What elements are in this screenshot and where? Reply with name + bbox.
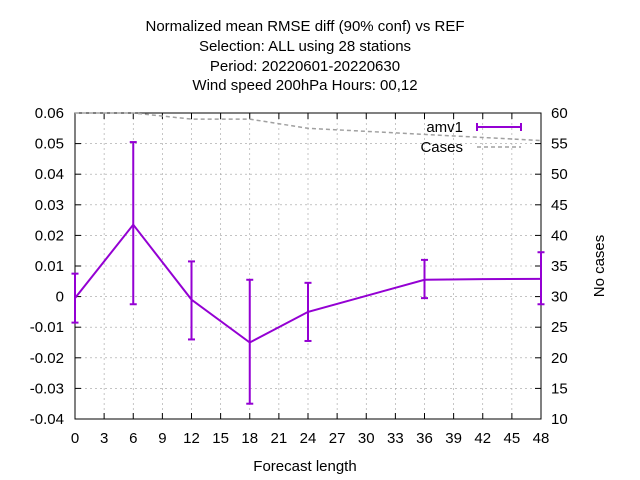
x-tick-label: 18 [241, 430, 258, 447]
y-tick-label: 0.05 [35, 136, 64, 153]
x-axis-ticks: 0 3 6 9 12 15 18 21 24 27 30 33 36 39 42 45 48 [71, 113, 550, 447]
x-tick-label: 39 [445, 430, 462, 447]
y-tick-label: 0.01 [35, 258, 64, 275]
chart-title-line-3: Period: 20220601-20220630 [210, 58, 400, 75]
x-tick-label: 30 [358, 430, 375, 447]
x-tick-label: 48 [533, 430, 550, 447]
series-cases [75, 112, 542, 142]
amv1-errorbar [304, 281, 312, 342]
x-tick-label: 0 [71, 430, 79, 447]
legend: amv1 Cases [420, 119, 522, 156]
y-tick-label: 0.03 [35, 197, 64, 214]
y2-tick-label: 25 [551, 319, 568, 336]
x-tick-label: 33 [387, 430, 404, 447]
y2-tick-label: 35 [551, 258, 568, 275]
legend-label-cases: Cases [420, 139, 463, 156]
y-tick-label: -0.04 [30, 411, 64, 428]
legend-label-amv1: amv1 [426, 119, 463, 136]
y2-tick-label: 60 [551, 105, 568, 122]
y-tick-label: 0.04 [35, 166, 64, 183]
y2-tick-label: 20 [551, 350, 568, 367]
x-tick-label: 21 [271, 430, 288, 447]
y-tick-label: 0.02 [35, 227, 64, 244]
x-tick-label: 15 [212, 430, 229, 447]
y2-tick-label: 30 [551, 289, 568, 306]
y2-axis-label: No cases [591, 235, 608, 298]
cases-line [75, 112, 542, 142]
x-tick-label: 24 [300, 430, 317, 447]
amv1-errorbar [71, 272, 79, 324]
y-tick-label: -0.01 [30, 319, 64, 336]
y2-tick-label: 15 [551, 380, 568, 397]
x-tick-label: 27 [329, 430, 346, 447]
x-tick-label: 3 [100, 430, 108, 447]
y-tick-label: 0.06 [35, 105, 64, 122]
x-tick-label: 9 [158, 430, 166, 447]
y2-tick-label: 45 [551, 197, 568, 214]
grid [75, 113, 541, 419]
amv1-errorbar [129, 141, 137, 306]
amv1-errorbar [537, 251, 545, 306]
x-tick-label: 42 [474, 430, 491, 447]
y2-tick-label: 40 [551, 227, 568, 244]
y2-tick-label: 55 [551, 136, 568, 153]
chart-title: Normalized mean RMSE diff (90% conf) vs … [146, 18, 465, 94]
y-tick-label: 0 [56, 289, 64, 306]
amv1-line [74, 223, 542, 344]
amv1-errorbar [188, 260, 195, 341]
x-tick-label: 45 [504, 430, 521, 447]
series-amv1 [71, 141, 545, 405]
chart-title-line-4: Wind speed 200hPa Hours: 00,12 [192, 77, 417, 94]
amv1-errorbar [246, 278, 254, 405]
chart-title-line-2: Selection: ALL using 28 stations [199, 38, 411, 55]
chart-title-line-1: Normalized mean RMSE diff (90% conf) vs … [146, 18, 465, 35]
y-tick-label: -0.02 [30, 350, 64, 367]
x-axis-label: Forecast length [253, 458, 356, 475]
y2-tick-label: 50 [551, 166, 568, 183]
y2-tick-label: 10 [551, 411, 568, 428]
x-tick-label: 36 [416, 430, 433, 447]
x-tick-label: 12 [183, 430, 200, 447]
y-tick-label: -0.03 [30, 380, 64, 397]
amv1-errorbar [421, 258, 428, 300]
x-tick-label: 6 [129, 430, 137, 447]
y2-axis-ticks: 10 15 20 25 30 35 40 45 50 55 60 [535, 105, 568, 428]
y-axis-ticks: -0.04 -0.03 -0.02 -0.01 0 0.01 0.02 0.03 0.04 0.0… [30, 105, 81, 428]
